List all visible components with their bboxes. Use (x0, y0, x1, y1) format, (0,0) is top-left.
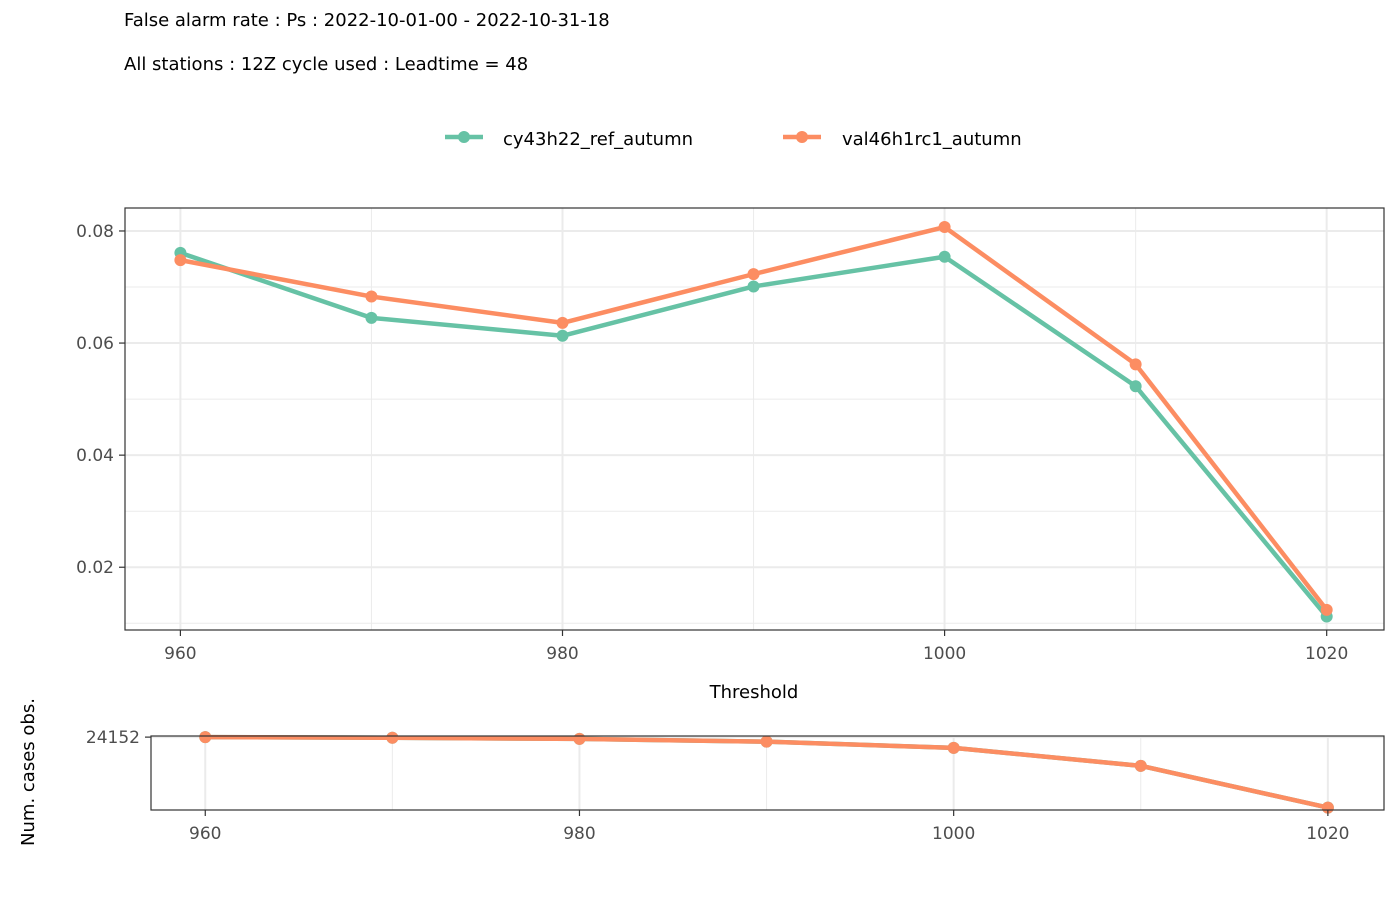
data-point (747, 268, 760, 281)
data-point (386, 731, 399, 744)
legend-item-2: val46h1rc1_autumn (783, 129, 1022, 150)
legend-label-2: val46h1rc1_autumn (842, 129, 1022, 150)
series-group (199, 731, 1334, 814)
data-point (1320, 603, 1333, 616)
panel-border (150, 735, 1385, 811)
data-point (556, 329, 569, 342)
counts-subplot: 960 980 1000 1020 24152 (86, 728, 1385, 844)
data-point (365, 311, 378, 324)
legend-item-1: cy43h22_ref_autumn (445, 129, 693, 150)
y-tick-label: 0.08 (76, 222, 114, 242)
x-axis-title: Threshold (709, 682, 799, 703)
data-point (938, 250, 951, 263)
data-point (365, 290, 378, 303)
counts-y-axis-title: Num. cases obs. (18, 698, 39, 846)
x-tick-label: 1000 (923, 644, 966, 664)
legend-swatch-point-2 (796, 131, 808, 143)
legend-label-1: cy43h22_ref_autumn (503, 129, 693, 150)
y-tick-label: 0.02 (76, 558, 114, 578)
data-point (747, 280, 760, 293)
x-tick-label: 1000 (932, 824, 975, 844)
chart-title: False alarm rate : Ps : 2022-10-01-00 - … (124, 10, 610, 31)
x-tick-label: 980 (563, 824, 595, 844)
main-plot: 960 980 1000 1020 0.02 0.04 0.06 0.08 (76, 207, 1385, 664)
x-tick-label: 960 (164, 644, 196, 664)
x-tick-label: 1020 (1305, 644, 1348, 664)
y-tick-label: 24152 (86, 728, 140, 748)
data-point (760, 735, 773, 748)
legend: cy43h22_ref_autumn val46h1rc1_autumn (445, 129, 1022, 150)
series-group (174, 221, 1333, 623)
x-tick-label: 960 (189, 824, 221, 844)
data-point (573, 732, 586, 745)
data-point (947, 741, 960, 754)
x-tick-label: 1020 (1306, 824, 1349, 844)
x-tick-label: 980 (546, 644, 578, 664)
y-tick-label: 0.06 (76, 334, 114, 354)
data-point (1134, 759, 1147, 772)
data-point (174, 254, 187, 267)
data-point (938, 221, 951, 234)
data-point (556, 316, 569, 329)
panel-border (124, 207, 1385, 631)
chart-subtitle: All stations : 12Z cycle used : Leadtime… (124, 54, 529, 75)
data-point (1129, 380, 1142, 393)
y-tick-label: 0.04 (76, 446, 114, 466)
data-point (199, 731, 212, 744)
data-point (1129, 358, 1142, 371)
legend-swatch-point-1 (458, 131, 470, 143)
